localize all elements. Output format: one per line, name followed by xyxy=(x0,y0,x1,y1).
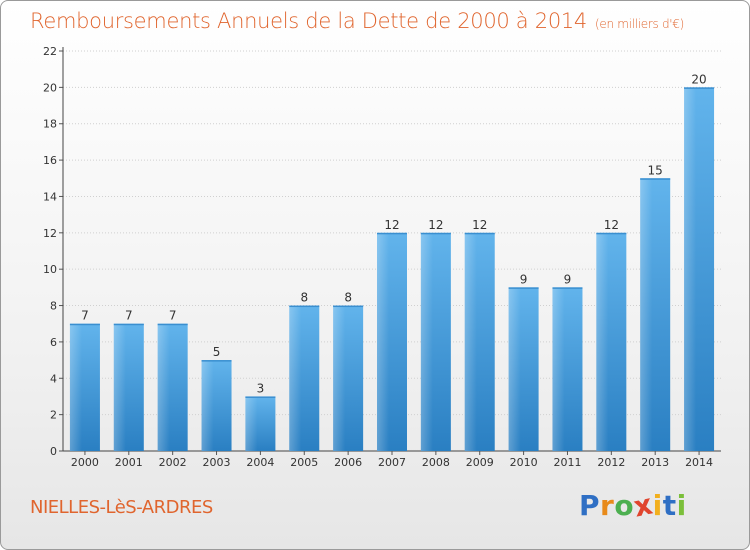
bar-highlight xyxy=(333,305,364,451)
bar-top xyxy=(69,323,100,326)
bar-top xyxy=(333,305,364,308)
bar-value-label: 9 xyxy=(520,272,528,286)
x-tick-label: 2008 xyxy=(422,456,450,469)
logo-letter: i xyxy=(676,489,687,522)
bar-value-label: 12 xyxy=(472,218,487,232)
bar-value-label: 7 xyxy=(169,309,177,323)
y-tick-label: 4 xyxy=(50,372,57,385)
bar-highlight xyxy=(377,232,407,451)
x-tick-label: 2002 xyxy=(159,456,187,469)
bar-value-label: 8 xyxy=(300,291,308,305)
unit-label: (en milliers d'€) xyxy=(595,17,685,31)
bar-top xyxy=(157,323,188,326)
proxiti-logo: Proxiti xyxy=(579,487,687,523)
bar-highlight xyxy=(552,287,583,451)
bar-top xyxy=(508,287,539,289)
x-tick-label: 2001 xyxy=(115,456,143,469)
bar-highlight xyxy=(69,323,100,451)
bar-top xyxy=(377,232,407,235)
bar-top xyxy=(113,323,144,326)
chart-title: Remboursements Annuels de la Dette de 20… xyxy=(30,9,684,33)
logo-letter: o xyxy=(614,489,635,522)
bar-highlight xyxy=(113,323,144,451)
bar-top xyxy=(684,87,715,89)
bar-top xyxy=(596,232,627,235)
bar-value-label: 12 xyxy=(384,218,399,232)
y-tick-label: 22 xyxy=(43,45,57,58)
bar-value-label: 7 xyxy=(125,309,133,323)
y-tick-label: 16 xyxy=(43,154,57,167)
y-tick-label: 2 xyxy=(50,409,57,422)
bar-value-label: 9 xyxy=(564,272,572,286)
bar-value-label: 12 xyxy=(428,218,443,232)
x-tick-label: 2013 xyxy=(641,456,669,469)
bar-value-label: 5 xyxy=(213,345,221,359)
y-tick-label: 14 xyxy=(43,190,57,203)
y-tick-label: 18 xyxy=(43,118,57,131)
y-tick-label: 10 xyxy=(43,263,57,276)
x-tick-label: 2000 xyxy=(71,456,99,469)
y-tick-label: 12 xyxy=(43,227,57,240)
bar-value-label: 3 xyxy=(257,381,265,395)
bar-top xyxy=(552,287,583,289)
bar-top xyxy=(245,396,276,398)
y-tick-label: 6 xyxy=(50,336,57,349)
y-tick-label: 20 xyxy=(43,81,57,94)
bar-top xyxy=(201,360,232,362)
logo-letter: P xyxy=(579,489,601,522)
chart-title-text: Remboursements Annuels de la Dette de 20… xyxy=(30,9,587,33)
bar-highlight xyxy=(508,287,539,451)
bar-value-label: 8 xyxy=(344,291,352,305)
x-tick-label: 2005 xyxy=(290,456,318,469)
bar-value-label: 7 xyxy=(81,309,89,323)
y-tick-label: 0 xyxy=(50,445,57,458)
x-tick-label: 2003 xyxy=(203,456,231,469)
bar-top xyxy=(464,232,495,235)
x-tick-label: 2004 xyxy=(246,456,274,469)
x-tick-label: 2009 xyxy=(466,456,494,469)
bar-top xyxy=(640,178,671,180)
x-tick-label: 2010 xyxy=(510,456,538,469)
bar-highlight xyxy=(289,305,320,451)
bar-highlight xyxy=(464,232,495,451)
bar-highlight xyxy=(684,87,715,451)
logo-letter: t xyxy=(662,489,677,522)
bar-highlight xyxy=(157,323,188,451)
bar-highlight xyxy=(201,360,232,451)
logo-letter: i xyxy=(652,489,663,522)
bar-value-label: 12 xyxy=(604,218,619,232)
x-tick-label: 2014 xyxy=(685,456,713,469)
bar-highlight xyxy=(640,178,671,452)
x-tick-label: 2011 xyxy=(553,456,581,469)
bar-value-label: 20 xyxy=(691,72,706,86)
x-tick-label: 2007 xyxy=(378,456,406,469)
bar-value-label: 15 xyxy=(648,163,663,177)
x-tick-label: 2012 xyxy=(597,456,625,469)
y-tick-label: 8 xyxy=(50,300,57,313)
logo-letter: r xyxy=(600,489,615,522)
x-tick-label: 2006 xyxy=(334,456,362,469)
bar-highlight xyxy=(596,232,627,451)
commune-name: NIELLES-LèS-ARDRES xyxy=(30,497,213,518)
bar-highlight xyxy=(245,396,276,451)
bar-highlight xyxy=(420,232,451,451)
bar-top xyxy=(289,305,320,308)
bar-top xyxy=(420,232,451,235)
